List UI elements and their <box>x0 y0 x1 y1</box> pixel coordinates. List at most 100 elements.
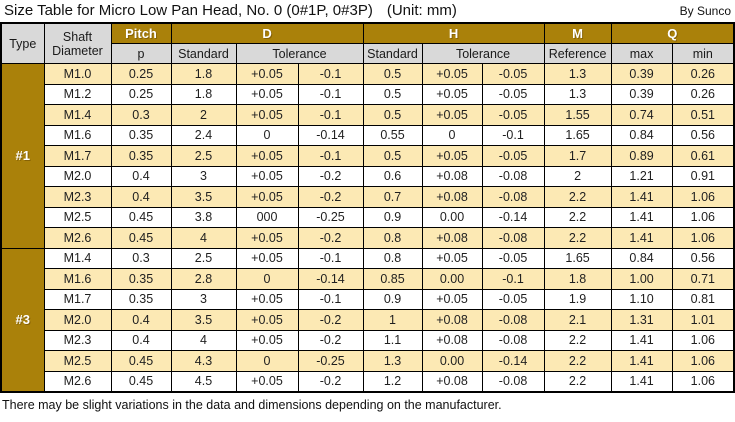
cell-shaft-diameter: M1.4 <box>43 247 112 269</box>
cell-h-standard: 0.9 <box>362 206 423 228</box>
cell-m-reference: 2.2 <box>543 350 612 372</box>
cell-shaft-diameter: M1.7 <box>43 145 112 167</box>
header-shaft-line1: Shaft <box>62 29 93 44</box>
cell-pitch: 0.35 <box>110 288 172 310</box>
title-bar: Size Table for Micro Low Pan Head, No. 0… <box>0 0 735 22</box>
cell-d-standard: 3.5 <box>170 309 237 331</box>
cell-h-tol-plus: 0.00 <box>421 206 483 228</box>
cell-d-tol-minus: -0.1 <box>297 104 364 126</box>
cell-shaft-diameter: M1.6 <box>43 124 112 146</box>
cell-d-tol-plus: +0.05 <box>235 165 299 187</box>
cell-q-max: 1.41 <box>610 350 673 372</box>
cell-q-min: 1.06 <box>671 186 735 208</box>
cell-d-tol-plus: +0.05 <box>235 145 299 167</box>
header-row-1: Type Shaft Diameter Pitch D H M Q <box>0 22 735 64</box>
header-shaft-diameter: Shaft Diameter <box>43 22 112 64</box>
cell-h-tol-minus: -0.08 <box>481 370 545 393</box>
cell-d-standard: 3.5 <box>170 186 237 208</box>
cell-d-standard: 4.3 <box>170 350 237 372</box>
table-row: M1.7 0.35 2.5 +0.05 -0.1 0.5 +0.05 -0.05 1.7 0.89… <box>1 145 735 167</box>
cell-shaft-diameter: M1.0 <box>43 63 112 85</box>
cell-d-tol-minus: -0.2 <box>297 165 364 187</box>
cell-q-min: 1.06 <box>671 350 735 372</box>
cell-m-reference: 2.1 <box>543 309 612 331</box>
cell-h-standard: 0.5 <box>362 145 423 167</box>
cell-m-reference: 1.8 <box>543 268 612 290</box>
cell-m-reference: 2.2 <box>543 227 612 249</box>
cell-h-tol-plus: 0.00 <box>421 268 483 290</box>
cell-h-tol-minus: -0.1 <box>481 124 545 146</box>
cell-h-tol-minus: -0.08 <box>481 329 545 351</box>
cell-h-tol-minus: -0.05 <box>481 288 545 310</box>
cell-q-min: 0.56 <box>671 247 735 269</box>
cell-m-reference: 1.9 <box>543 288 612 310</box>
cell-shaft-diameter: M2.3 <box>43 329 112 351</box>
cell-d-standard: 3.8 <box>170 206 237 228</box>
cell-q-max: 1.10 <box>610 288 673 310</box>
cell-d-standard: 3 <box>170 288 237 310</box>
cell-q-min: 1.06 <box>671 227 735 249</box>
table-body: #1 M1.0 0.25 1.8 +0.05 -0.1 0.5 +0.05 -0.05 1.3 0.… <box>0 63 735 393</box>
cell-shaft-diameter: M1.7 <box>43 288 112 310</box>
cell-h-tol-plus: +0.05 <box>421 288 483 310</box>
cell-d-tol-plus: +0.05 <box>235 329 299 351</box>
cell-d-standard: 2 <box>170 104 237 126</box>
cell-q-max: 0.84 <box>610 247 673 269</box>
cell-d-tol-plus: 0 <box>235 350 299 372</box>
cell-shaft-diameter: M2.6 <box>43 227 112 249</box>
size-table: Type Shaft Diameter Pitch D H M Q p Stan… <box>0 22 735 393</box>
table-header: Type Shaft Diameter Pitch D H M Q p Stan… <box>0 22 735 64</box>
table-row: M2.6 0.45 4.5 +0.05 -0.2 1.2 +0.08 -0.08 2.2 1.41… <box>1 370 735 393</box>
cell-q-max: 1.21 <box>610 165 673 187</box>
cell-q-max: 0.84 <box>610 124 673 146</box>
cell-m-reference: 1.3 <box>543 63 612 85</box>
cell-h-tol-plus: +0.05 <box>421 247 483 269</box>
cell-d-tol-minus: -0.1 <box>297 83 364 105</box>
cell-d-tol-minus: -0.14 <box>297 124 364 146</box>
cell-h-standard: 1 <box>362 309 423 331</box>
cell-m-reference: 2 <box>543 165 612 187</box>
cell-q-max: 1.41 <box>610 227 673 249</box>
cell-h-tol-minus: -0.14 <box>481 350 545 372</box>
cell-q-max: 1.41 <box>610 186 673 208</box>
cell-q-min: 1.06 <box>671 206 735 228</box>
cell-h-tol-minus: -0.08 <box>481 309 545 331</box>
cell-d-tol-plus: +0.05 <box>235 227 299 249</box>
cell-h-standard: 0.55 <box>362 124 423 146</box>
cell-q-min: 0.56 <box>671 124 735 146</box>
cell-pitch: 0.3 <box>110 247 172 269</box>
cell-q-min: 0.91 <box>671 165 735 187</box>
cell-m-reference: 2.2 <box>543 329 612 351</box>
cell-pitch: 0.35 <box>110 124 172 146</box>
header-d-tolerance: Tolerance <box>235 43 364 64</box>
cell-q-max: 0.39 <box>610 83 673 105</box>
table-row: M1.6 0.35 2.8 0 -0.14 0.85 0.00 -0.1 1.8 1.00 0.71 <box>1 268 735 290</box>
page-title: Size Table for Micro Low Pan Head, No. 0… <box>4 2 457 19</box>
cell-h-tol-plus: 0 <box>421 124 483 146</box>
cell-h-tol-minus: -0.08 <box>481 165 545 187</box>
cell-h-standard: 0.8 <box>362 227 423 249</box>
cell-pitch: 0.45 <box>110 370 172 393</box>
table-row: M2.6 0.45 4 +0.05 -0.2 0.8 +0.08 -0.08 2.2 1.41 1.… <box>1 227 735 249</box>
header-h: H <box>362 22 545 44</box>
cell-q-min: 1.06 <box>671 329 735 351</box>
cell-shaft-diameter: M2.0 <box>43 165 112 187</box>
cell-pitch: 0.45 <box>110 206 172 228</box>
cell-d-tol-minus: -0.25 <box>297 350 364 372</box>
unit-label: (Unit: mm) <box>386 2 457 19</box>
cell-q-min: 0.51 <box>671 104 735 126</box>
table-row: M2.3 0.4 4 +0.05 -0.2 1.1 +0.08 -0.08 2.2 1.41 1.0… <box>1 329 735 351</box>
cell-pitch: 0.25 <box>110 63 172 85</box>
cell-h-tol-plus: +0.05 <box>421 63 483 85</box>
table-row: #1 M1.0 0.25 1.8 +0.05 -0.1 0.5 +0.05 -0.05 1.3 0.… <box>0 63 735 249</box>
cell-h-tol-minus: -0.14 <box>481 206 545 228</box>
cell-d-standard: 4 <box>170 227 237 249</box>
header-d: D <box>170 22 364 44</box>
header-type: Type <box>0 22 45 64</box>
cell-q-max: 0.89 <box>610 145 673 167</box>
header-q-max: max <box>610 43 673 64</box>
cell-d-tol-plus: +0.05 <box>235 104 299 126</box>
cell-d-standard: 4.5 <box>170 370 237 393</box>
cell-d-tol-minus: -0.25 <box>297 206 364 228</box>
